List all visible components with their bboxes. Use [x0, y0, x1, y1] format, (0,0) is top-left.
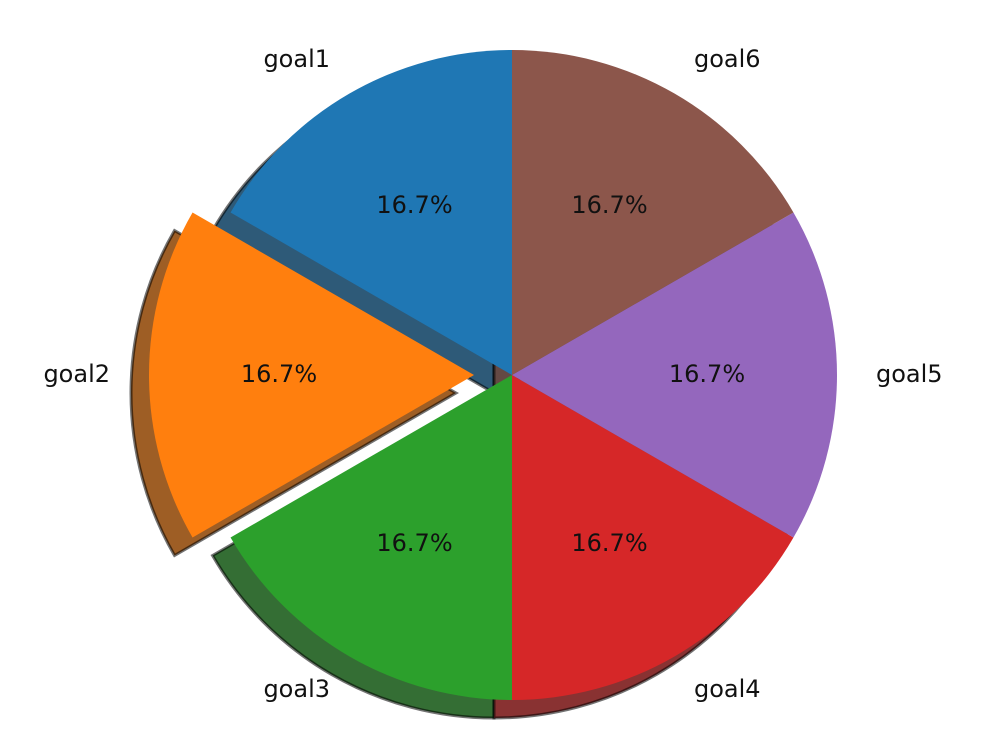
pie-label-goal6: goal6 [694, 45, 761, 73]
pie-label-goal3: goal3 [263, 675, 330, 703]
pie-slice-goal6 [512, 50, 794, 375]
pie-label-goal5: goal5 [876, 360, 943, 388]
pie-slice-goal5 [512, 212, 837, 538]
pie-slice-goal3 [230, 375, 512, 700]
pie-percent-goal3: 16.7% [376, 529, 452, 557]
pie-slice-goal4 [512, 375, 794, 700]
pie-percent-goal1: 16.7% [376, 191, 452, 219]
pie-percent-goal6: 16.7% [571, 191, 647, 219]
pie-percent-goal5: 16.7% [669, 360, 745, 388]
label-layer: goal1 16.7% goal2 16.7% goal3 16.7% goal4 16.7%… [43, 45, 942, 703]
pie-percent-goal2: 16.7% [241, 360, 317, 388]
pie-label-goal4: goal4 [694, 675, 761, 703]
pie-label-goal2: goal2 [43, 360, 110, 388]
pie-slice-goal1 [230, 50, 512, 375]
pie-label-goal1: goal1 [263, 45, 330, 73]
slice-layer [149, 50, 837, 700]
pie-percent-goal4: 16.7% [571, 529, 647, 557]
pie-slice-goal2 [149, 212, 474, 538]
